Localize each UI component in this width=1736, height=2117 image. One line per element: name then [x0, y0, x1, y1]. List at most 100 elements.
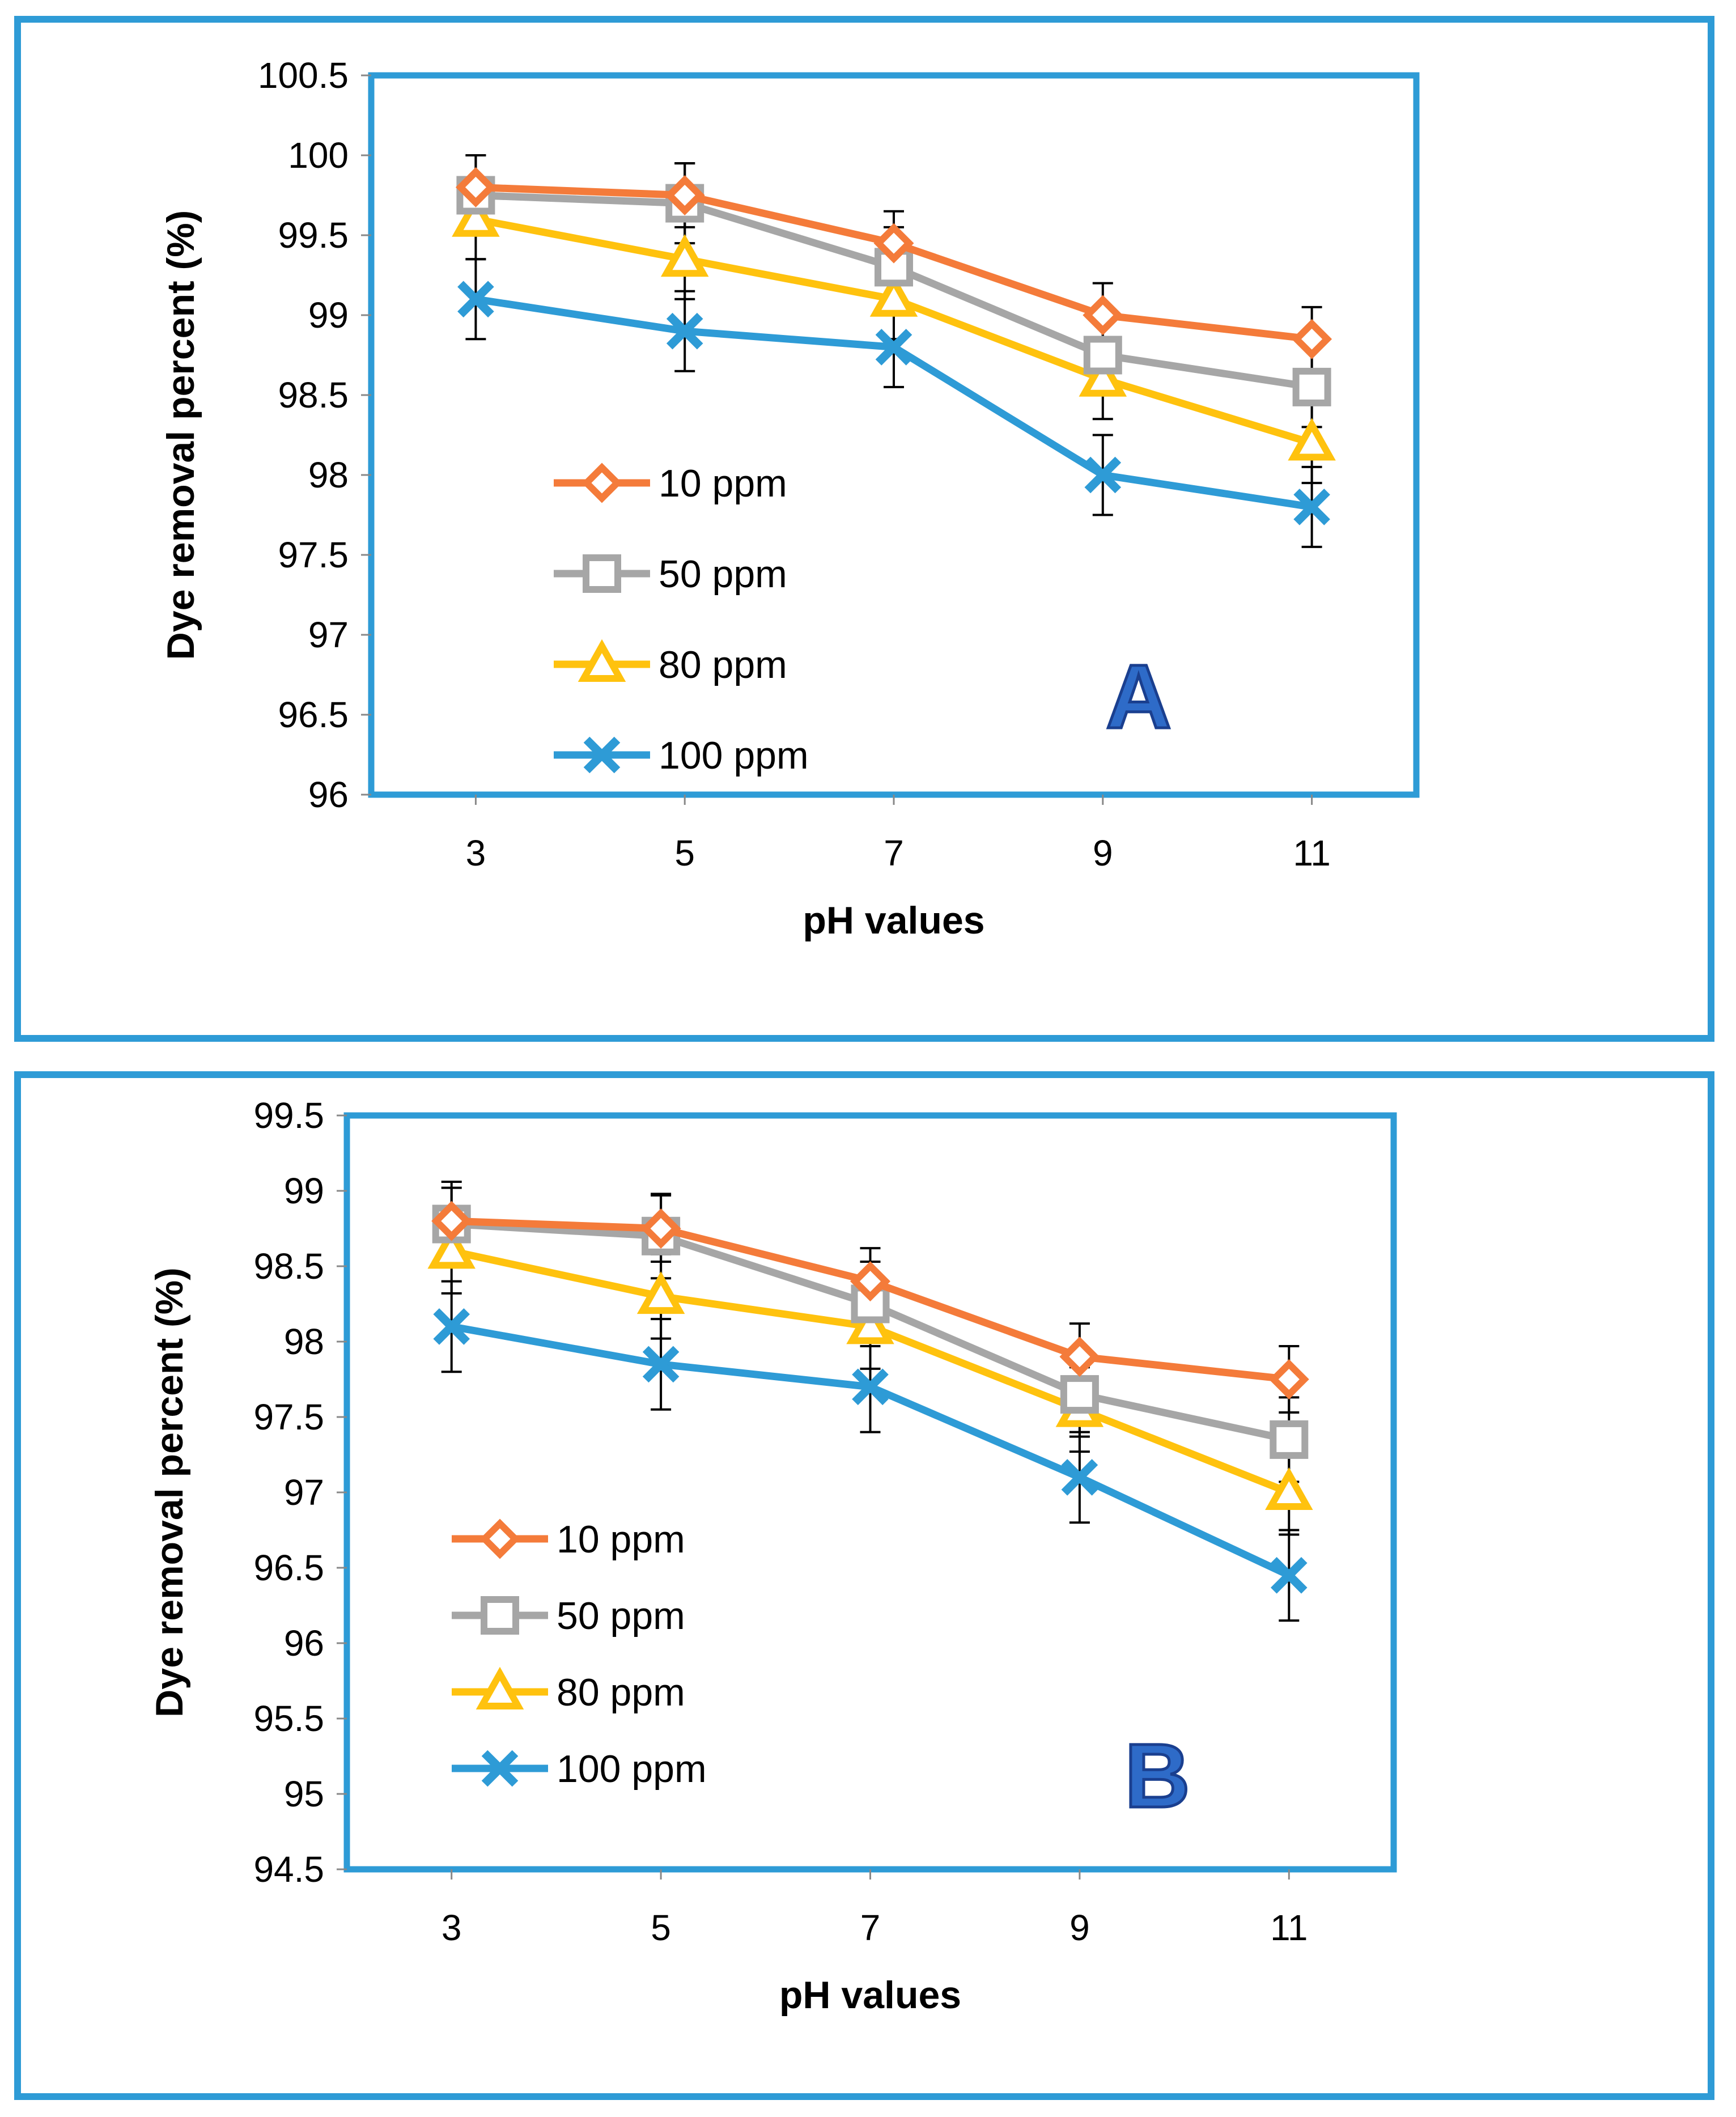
data-point-a: [1292, 367, 1331, 406]
legend-entry-a-2: 80 ppm: [554, 639, 787, 686]
x-tick-label-b: 9: [1069, 1907, 1090, 1948]
y-tick-label-b: 96: [284, 1623, 324, 1664]
x-tick-label-a: 7: [884, 833, 904, 873]
legend-entry-a-3: 100 ppm: [554, 734, 809, 777]
data-point-b: [431, 1200, 472, 1241]
data-point-a: [1083, 295, 1123, 336]
y-tick-label-b: 94.5: [253, 1849, 324, 1890]
legend-label-b: 80 ppm: [557, 1671, 685, 1714]
data-point-b: [1270, 1420, 1309, 1459]
y-tick-label-b: 95: [284, 1774, 324, 1814]
legend-label-b: 100 ppm: [557, 1747, 707, 1791]
legend-label-a: 100 ppm: [659, 734, 809, 777]
data-point-b: [852, 1368, 889, 1406]
data-point-b: [1061, 1459, 1098, 1496]
legend-label-b: 10 ppm: [557, 1518, 685, 1561]
x-tick-label-b: 3: [442, 1907, 462, 1948]
legend-marker-b: [481, 1596, 519, 1635]
y-tick-label-a: 97.5: [278, 534, 349, 575]
x-tick-label-b: 11: [1270, 1907, 1308, 1948]
legend-label-a: 50 ppm: [659, 553, 787, 596]
y-tick-label-a: 97: [308, 614, 349, 655]
data-point-a: [1079, 354, 1127, 397]
panel-letter-a: A: [1106, 646, 1172, 747]
data-point-b: [642, 1346, 680, 1383]
x-tick-label-a: 11: [1293, 833, 1330, 873]
series-b-10-ppm: [431, 1200, 1309, 1399]
data-point-b: [846, 1301, 894, 1344]
y-tick-label-b: 97: [284, 1472, 324, 1513]
series-b-100-ppm: [433, 1308, 1308, 1594]
data-point-a: [457, 281, 494, 318]
x-tick-label-b: 5: [651, 1907, 671, 1948]
data-point-b: [433, 1308, 470, 1345]
series-a-10-ppm: [455, 167, 1332, 359]
x-tick-label-a: 9: [1093, 833, 1113, 873]
y-tick-label-a: 99: [308, 295, 349, 336]
chart-panel-a: 96 96.5 97 97.5 98 98.5 99 99.5 100 100.5 3 5 7 9 11 pH…: [14, 16, 1714, 1042]
data-point-a: [455, 167, 496, 207]
series-a-80-ppm: [452, 194, 1336, 461]
series-b-80-ppm: [427, 1226, 1313, 1510]
data-point-a: [1288, 418, 1336, 461]
data-point-b: [850, 1261, 890, 1302]
x-tick-label-a: 3: [466, 833, 486, 873]
data-point-a: [452, 194, 500, 237]
data-point-a: [1292, 319, 1332, 359]
y-tick-label-a: 98.5: [278, 375, 349, 415]
data-point-a: [666, 312, 703, 350]
data-point-b: [636, 1271, 685, 1314]
data-point-a: [664, 175, 705, 215]
x-axis-title-a: pH values: [803, 899, 984, 942]
data-point-a: [873, 223, 914, 264]
legend-marker-a: [582, 463, 622, 503]
data-point-b: [1265, 1467, 1313, 1510]
data-point-a: [875, 248, 913, 287]
chart-panel-b: 94.5 95 95.5 96 96.5 97 97.5 98 98.5 99 99.5 3 5 7 9 11…: [14, 1071, 1714, 2100]
data-point-b: [427, 1226, 476, 1269]
legend-entry-b-2: 80 ppm: [452, 1666, 685, 1714]
legend-entry-b-0: 10 ppm: [452, 1518, 685, 1561]
data-point-a: [1083, 336, 1122, 375]
y-tick-label-b: 99.5: [253, 1095, 324, 1136]
data-point-b: [1268, 1359, 1309, 1399]
x-tick-label-a: 5: [674, 833, 695, 873]
legend-marker-a: [583, 554, 621, 593]
data-point-a: [1293, 489, 1330, 525]
chart-b-svg: 94.5 95 95.5 96 96.5 97 97.5 98 98.5 99 99.5 3 5 7 9 11…: [148, 1095, 1397, 2017]
data-point-b: [1059, 1337, 1100, 1377]
x-axis-title-b: pH values: [779, 1974, 961, 2017]
data-point-a: [1084, 456, 1122, 494]
legend-marker-b: [476, 1666, 524, 1709]
legend-marker-b: [479, 1518, 520, 1559]
y-axis-title-a: Dye removal percent (%): [159, 210, 202, 660]
legend-label-b: 50 ppm: [557, 1594, 685, 1637]
plot-area-frame-a: [368, 72, 1420, 798]
y-tick-label-a: 96: [308, 774, 349, 815]
legend-marker-a: [583, 736, 621, 774]
legend-entry-b-1: 50 ppm: [452, 1594, 685, 1637]
series-a-100-ppm: [457, 281, 1330, 525]
y-tick-label-b: 96.5: [253, 1547, 324, 1588]
y-tick-label-b: 99: [284, 1170, 324, 1211]
legend-marker-a: [578, 639, 626, 682]
x-tick-label-b: 7: [860, 1907, 881, 1948]
panel-letter-b: B: [1124, 1725, 1190, 1826]
legend-label-a: 10 ppm: [659, 462, 787, 505]
y-tick-label-b: 95.5: [253, 1698, 324, 1739]
data-point-a: [875, 329, 912, 366]
y-tick-label-a: 96.5: [278, 694, 349, 735]
y-tick-label-a: 99.5: [278, 215, 349, 256]
chart-a-svg: 96 96.5 97 97.5 98 98.5 99 99.5 100 100.5 3 5 7 9 11 pH…: [159, 55, 1420, 942]
y-tick-label-a: 98: [308, 455, 349, 495]
y-axis-title-b: Dye removal percent (%): [148, 1267, 191, 1717]
legend-marker-b: [481, 1750, 519, 1787]
y-tick-label-a: 100.5: [258, 55, 349, 96]
data-point-b: [640, 1208, 681, 1249]
y-tick-label-b: 98: [284, 1321, 324, 1362]
data-point-a: [869, 274, 918, 317]
legend-entry-b-3: 100 ppm: [452, 1747, 707, 1791]
legend-entry-a-1: 50 ppm: [554, 553, 787, 596]
y-tick-label-b: 97.5: [253, 1397, 324, 1437]
legend-entry-a-0: 10 ppm: [554, 462, 787, 505]
